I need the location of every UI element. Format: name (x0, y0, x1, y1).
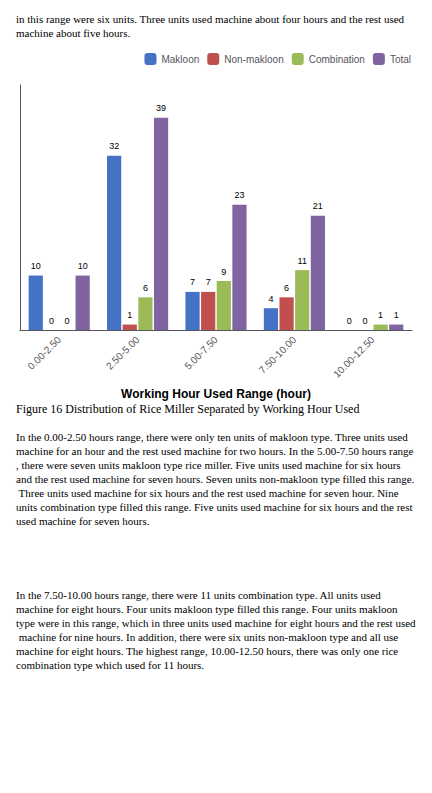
svg-text:7: 7 (190, 277, 195, 287)
svg-text:6: 6 (143, 283, 148, 293)
svg-text:2.50-5.00: 2.50-5.00 (104, 334, 142, 372)
svg-text:7.50-10.00: 7.50-10.00 (257, 334, 299, 376)
svg-text:0: 0 (65, 316, 70, 326)
svg-text:Working Hour Used Range (hour): Working Hour Used Range (hour) (121, 387, 311, 401)
svg-text:9: 9 (221, 267, 226, 277)
svg-text:0: 0 (347, 316, 352, 326)
svg-text:machine for nine hours. In add: machine for nine hours. In addition, the… (16, 631, 401, 643)
svg-text:21: 21 (313, 201, 323, 211)
svg-text:machine for eight hours. Four: machine for eight hours. Four units makl… (16, 603, 400, 615)
svg-text:1: 1 (127, 310, 132, 320)
svg-text:and the rest used machine for: and the rest used machine for seven hour… (16, 473, 415, 485)
svg-text:units combination type filled: units combination type filled this range… (16, 501, 415, 513)
svg-text:Three units used machine for s: Three units used machine for six hours a… (16, 487, 401, 499)
svg-text:Non-makloon: Non-makloon (224, 54, 283, 65)
svg-text:4: 4 (268, 294, 273, 304)
svg-text:type were in this range, which: type were in this range, which in three … (16, 617, 416, 629)
svg-text:1: 1 (394, 310, 399, 320)
svg-text:32: 32 (109, 141, 119, 151)
svg-text:39: 39 (156, 103, 166, 113)
svg-text:used machine for seven hours.: used machine for seven hours. (16, 515, 150, 527)
svg-text:6: 6 (284, 283, 289, 293)
svg-text:0: 0 (49, 316, 54, 326)
svg-text:combination type which used fo: combination type which used for 11 hours… (16, 659, 204, 671)
svg-text:In the 0.00-2.50 hours range,: In the 0.00-2.50 hours range, there were… (16, 431, 410, 443)
svg-text:7: 7 (206, 277, 211, 287)
svg-text:Combination: Combination (309, 54, 365, 65)
svg-text:5.00-7.50: 5.00-7.50 (182, 334, 220, 372)
svg-text:machine for eight hours. The h: machine for eight hours. The highest ran… (16, 645, 401, 657)
svg-text:machine for an hour and the re: machine for an hour and the rest used ma… (16, 445, 414, 457)
svg-text:0.00-2.50: 0.00-2.50 (25, 334, 63, 372)
svg-text:11: 11 (298, 256, 307, 266)
svg-text:in this range were six units.: in this range were six units. Three unit… (16, 13, 407, 25)
svg-text:Total: Total (390, 54, 411, 65)
svg-text:10.00-12.50: 10.00-12.50 (331, 334, 377, 380)
svg-text:Figure 16 Distribution of Rice: Figure 16 Distribution of Rice Miller Se… (16, 402, 359, 416)
svg-text:In the 7.50-10.00 hours range,: In the 7.50-10.00 hours range, there wer… (16, 589, 383, 601)
svg-text:1: 1 (378, 310, 383, 320)
svg-text:0: 0 (362, 316, 367, 326)
svg-text:, there were seven units maklo: , there were seven units makloon type ri… (16, 459, 403, 471)
svg-text:10: 10 (31, 261, 41, 271)
svg-text:Makloon: Makloon (161, 54, 199, 65)
svg-text:10: 10 (78, 261, 88, 271)
svg-text:machine about five hours.: machine about five hours. (16, 27, 130, 39)
svg-text:23: 23 (234, 190, 244, 200)
